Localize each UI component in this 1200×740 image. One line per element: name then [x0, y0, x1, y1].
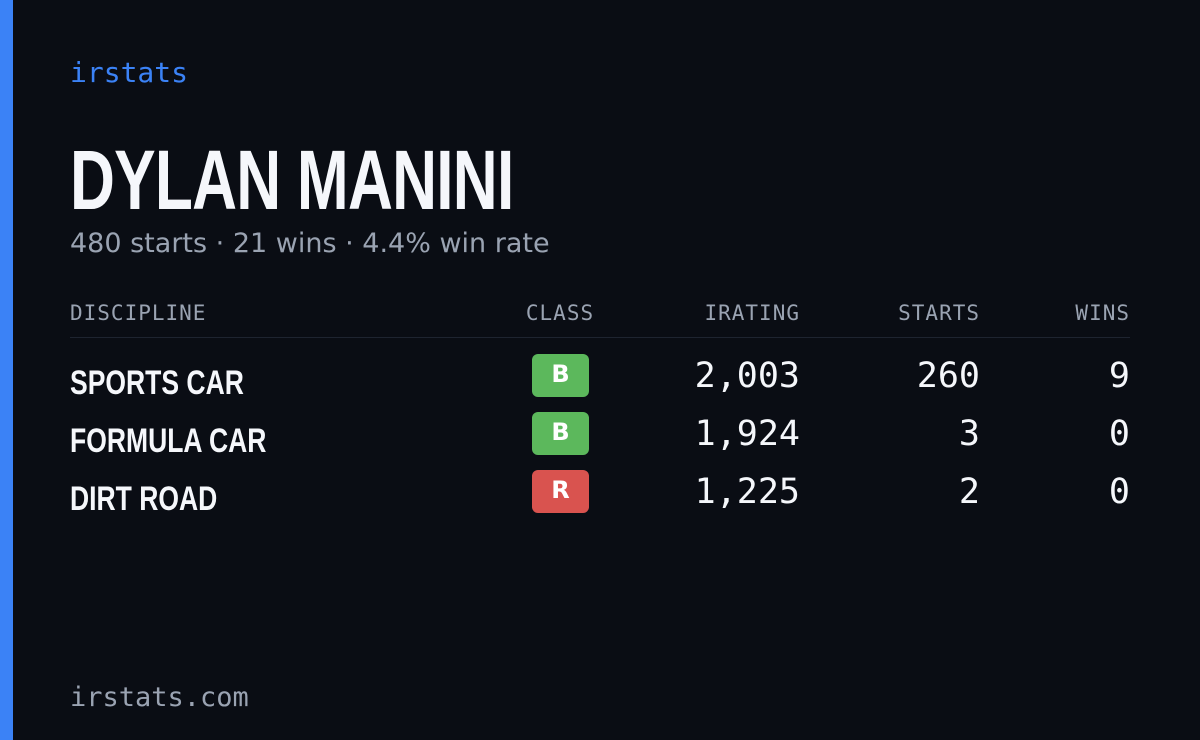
- starts: 3: [958, 414, 980, 454]
- accent-bar: [0, 0, 13, 740]
- irating: 1,225: [694, 472, 800, 512]
- driver-name: DYLAN MANINI: [70, 133, 514, 227]
- wins: 0: [1108, 414, 1130, 454]
- discipline: DIRT ROAD: [70, 480, 218, 518]
- starts: 260: [916, 356, 980, 396]
- irating: 2,003: [694, 356, 800, 396]
- driver-summary: 480 starts · 21 wins · 4.4% win rate: [70, 228, 550, 259]
- irating: 1,924: [694, 414, 800, 454]
- class-badge: R: [532, 470, 589, 513]
- footer-url: irstats.com: [70, 682, 249, 713]
- column-header: WINS: [1075, 301, 1130, 325]
- wins: 0: [1108, 472, 1130, 512]
- starts: 2: [958, 472, 980, 512]
- column-header: CLASS: [525, 301, 595, 325]
- discipline: FORMULA CAR: [70, 422, 267, 460]
- class-badge: B: [532, 412, 589, 455]
- column-header: IRATING: [704, 301, 800, 325]
- column-header: DISCIPLINE: [70, 301, 207, 325]
- discipline: SPORTS CAR: [70, 364, 244, 402]
- class-badge: B: [532, 354, 589, 397]
- divider: [70, 337, 1130, 338]
- wins: 9: [1108, 356, 1130, 396]
- column-header: STARTS: [898, 301, 980, 325]
- brand: irstats: [70, 56, 189, 89]
